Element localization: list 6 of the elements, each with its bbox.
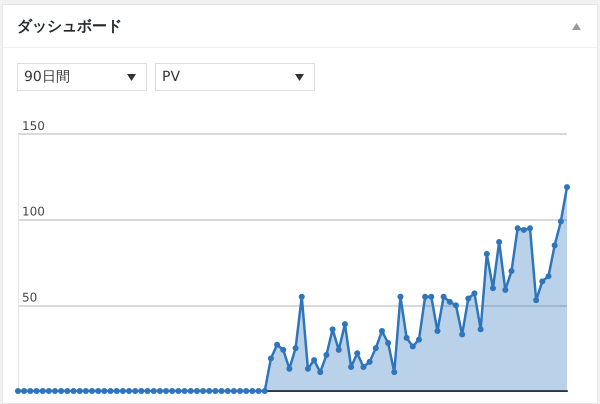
y-tick-label: 100 (22, 204, 45, 219)
y-tick-label: 50 (22, 290, 38, 304)
text: 90日間 (24, 68, 70, 86)
chart-title: ダッシュボード (17, 16, 122, 36)
text: PV (162, 69, 180, 85)
y-tick-label: 150 (22, 119, 45, 133)
